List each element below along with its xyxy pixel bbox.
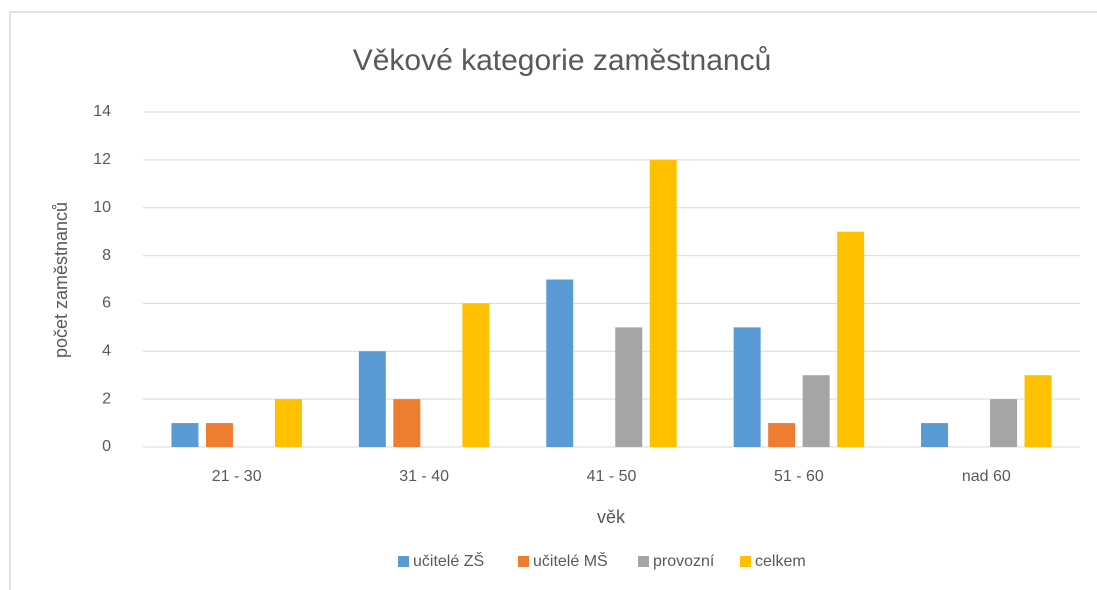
- bar: [649, 159, 677, 447]
- legend-label: provozní: [653, 553, 715, 570]
- x-tick-label: 21 - 30: [212, 468, 262, 485]
- y-tick-label: 2: [102, 390, 111, 407]
- bar: [462, 303, 490, 447]
- y-tick-label: 4: [102, 343, 111, 360]
- y-tick-label: 0: [102, 438, 111, 455]
- legend-swatch: [638, 556, 649, 567]
- bar: [615, 327, 643, 447]
- bar: [546, 279, 574, 447]
- y-tick-label: 12: [93, 151, 111, 168]
- legend-swatch: [518, 556, 529, 567]
- bar: [171, 423, 199, 447]
- chart-border: [9, 11, 1097, 590]
- bar: [837, 231, 865, 447]
- y-axis-label: počet zaměstnanců: [51, 202, 71, 358]
- legend-swatch: [398, 556, 409, 567]
- bar: [274, 399, 302, 447]
- legend-label: učitelé MŠ: [533, 551, 608, 570]
- bar: [990, 399, 1018, 447]
- bar: [733, 327, 761, 447]
- x-tick-label: 51 - 60: [774, 468, 824, 485]
- y-tick-label: 10: [93, 199, 111, 216]
- bar: [768, 423, 796, 447]
- bar: [393, 399, 421, 447]
- legend-label: celkem: [755, 553, 806, 570]
- x-axis-label: věk: [597, 507, 626, 527]
- bar: [802, 375, 830, 447]
- bar: [205, 423, 233, 447]
- legend-label: učitelé ZŠ: [413, 551, 484, 570]
- bar: [358, 351, 386, 447]
- bar: [921, 423, 949, 447]
- bar: [1024, 375, 1052, 447]
- y-tick-label: 8: [102, 247, 111, 264]
- y-tick-label: 14: [93, 103, 111, 120]
- y-tick-label: 6: [102, 295, 111, 312]
- x-tick-label: 31 - 40: [399, 468, 449, 485]
- legend-swatch: [740, 556, 751, 567]
- chart-title: Věkové kategorie zaměstnanců: [353, 44, 772, 77]
- x-tick-label: 41 - 50: [587, 468, 637, 485]
- x-tick-label: nad 60: [962, 468, 1011, 485]
